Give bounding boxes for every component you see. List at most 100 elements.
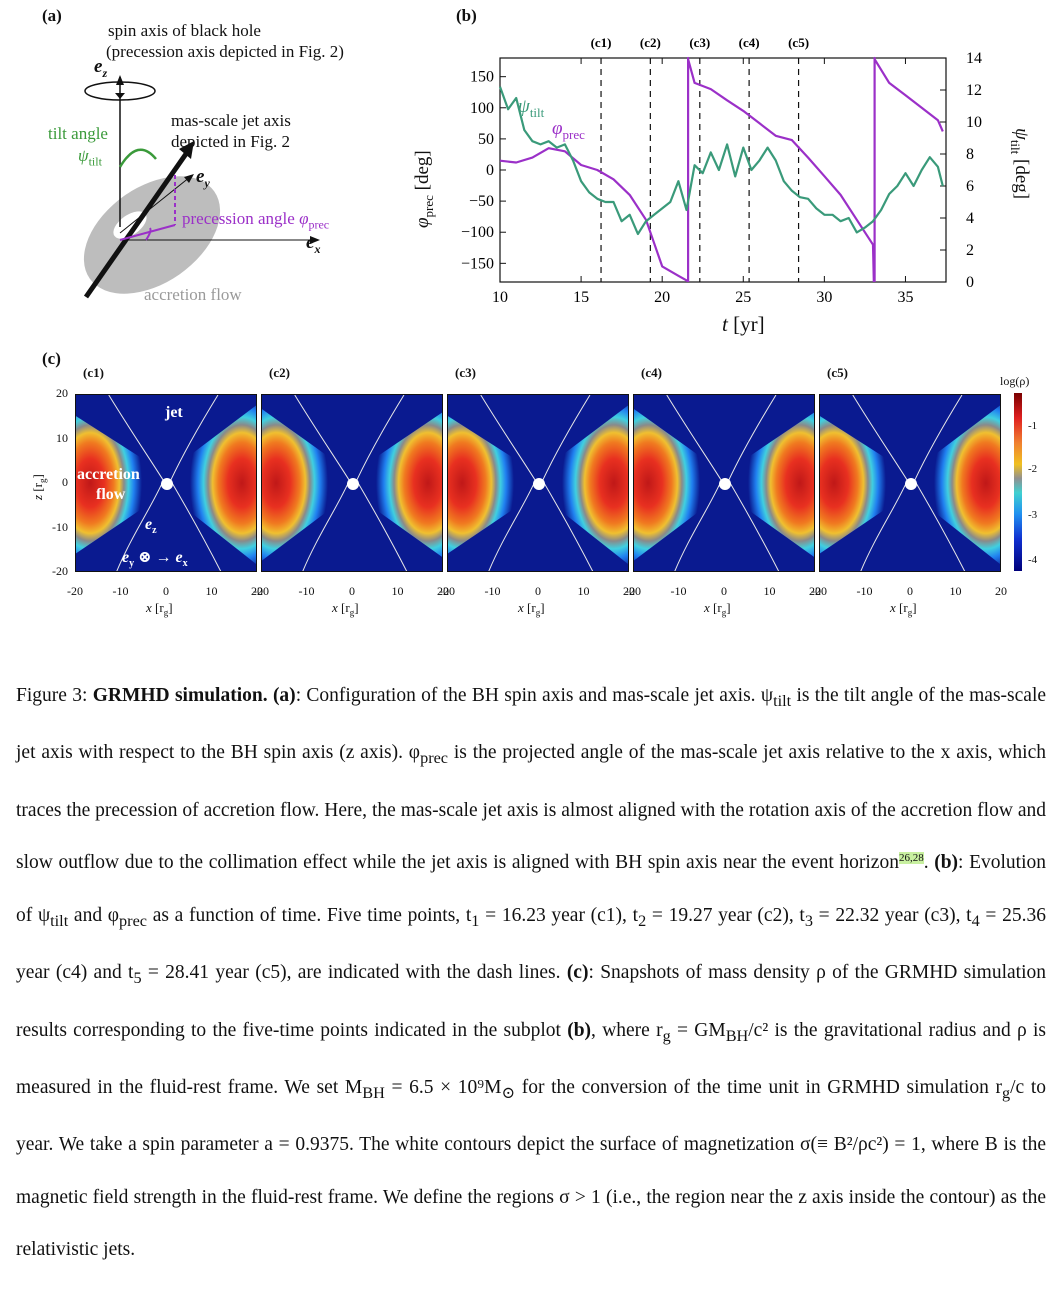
ex-letter: e: [306, 232, 315, 253]
x-tick-label: 30: [816, 289, 832, 306]
ylabel-right-sub: tilt: [1008, 139, 1024, 155]
caption-ref-1[interactable]: 26: [898, 851, 910, 864]
sigma-contour: [852, 395, 966, 571]
snapshot-panel: [261, 394, 443, 572]
snapshot-panel: [633, 394, 815, 572]
ey-axis-line: [119, 176, 191, 234]
caption-text-7: as a function of time. Five time points,…: [147, 904, 472, 926]
ex-arrowhead: [310, 236, 320, 244]
time-marker-label: (c4): [739, 35, 760, 50]
snapshot-x-tick-label: 20: [995, 584, 1007, 598]
snapshot-y-tick-label: -20: [52, 564, 68, 578]
snapshot-panel: [819, 394, 1001, 572]
ylabel-left-sub: prec: [420, 195, 436, 218]
caption-title: GRMHD simulation.: [92, 685, 268, 706]
caption-sub-15: BH: [725, 1026, 749, 1045]
jet-axis-line: [83, 149, 191, 299]
caption-sub-11: 5: [133, 969, 142, 988]
ez-letter: e: [94, 56, 103, 77]
snapshot-x-tick-label: 0: [349, 584, 355, 598]
x-axis-label: t [yr]: [722, 312, 765, 337]
caption-ref-2[interactable]: 28: [912, 851, 924, 864]
spin-axis-subtext: (precession axis depicted in Fig. 2): [106, 42, 344, 61]
caption-text-10: = 22.32 year (c3), t: [812, 904, 972, 926]
tilt-sub: tilt: [88, 154, 102, 169]
y-left-tick-label: −150: [461, 255, 494, 272]
snapshot-axes-label: ey ⊗ → ex: [122, 549, 188, 570]
snapshot-x-tick-label: -10: [484, 584, 501, 598]
caption-sub-1: tilt: [773, 691, 792, 710]
snapshot-x-tick-label: -20: [67, 584, 83, 598]
time-marker-label: (c3): [689, 35, 710, 50]
y-left-tick-label: 100: [470, 100, 494, 117]
legend-tilt-symbol: ψ: [518, 96, 530, 117]
caption-text-9: = 19.27 year (c2), t: [646, 904, 805, 926]
y-right-tick-label: 0: [966, 274, 974, 291]
snapshot-y-tick-label: 10: [56, 430, 68, 445]
snapshot-x-tick-label: 10: [763, 584, 776, 598]
caption-text-16: /c² is the gravitational radius and ρ is…: [16, 1019, 1047, 1098]
ex-label: ex: [306, 232, 320, 257]
snapshot-x-axis-label: x [rg]: [890, 600, 917, 618]
caption-text-13: : Snapshots of mass density ρ of the GRM…: [16, 962, 1047, 1041]
snapshot-x-tick-label: -10: [856, 584, 873, 598]
jet-axis-subtext: depicted in Fig. 2: [171, 132, 290, 151]
figure-caption: Figure 3: GRMHD simulation. (a): Configu…: [16, 685, 1047, 1261]
legend-tilt-sub: tilt: [529, 104, 545, 120]
sigma-contour: [666, 395, 780, 571]
zlabel-unit: [r: [30, 483, 45, 492]
y-right-tick-label: 2: [966, 242, 974, 259]
snapshot-x-axis-label: x [rg]: [518, 600, 545, 618]
accretion-flow-label: accretion flow: [144, 285, 242, 304]
spin-axis-text: spin axis of black hole: [108, 21, 261, 40]
colorbar-tick-3: -3: [1028, 509, 1038, 521]
snapshot-label: (c5): [827, 365, 848, 380]
caption-sub-18: g: [1002, 1083, 1011, 1102]
zlabel-sub: g: [37, 478, 48, 484]
colorbar-title: log(ρ): [1000, 374, 1030, 388]
y-right-tick-label: 10: [966, 114, 982, 131]
x-tick-label: 15: [573, 289, 589, 306]
sigma-contour: [480, 395, 594, 571]
y-right-tick-label: 6: [966, 178, 974, 195]
y-right-tick-label: 4: [966, 210, 974, 227]
caption-sub-8: 2: [638, 911, 647, 930]
snapshot-x-tick-label: 0: [721, 584, 727, 598]
y-left-tick-label: 150: [470, 69, 494, 86]
spin-arrowhead: [116, 75, 124, 85]
caption-sub-9: 3: [804, 911, 813, 930]
accretion-disk: [83, 176, 221, 294]
snapshot-panel: [447, 394, 629, 572]
y-left-tick-label: −50: [469, 193, 494, 210]
y-right-tick-label: 12: [966, 82, 982, 99]
snapshot-x-tick-label: 10: [577, 584, 590, 598]
caption-sub-10: 4: [971, 911, 980, 930]
caption-text-6: and φ: [68, 904, 120, 926]
x-tick-label: 35: [897, 289, 913, 306]
colorbar-tick-1: -1: [1028, 420, 1038, 432]
time-marker-label: (c5): [788, 35, 809, 50]
colorbar-tick-4: -4: [1028, 554, 1038, 566]
ey-label: ey: [196, 166, 210, 191]
tilt-symbol: ψ: [78, 146, 89, 165]
sigma-contour: [294, 395, 408, 571]
caption-c-label: (c): [566, 962, 589, 984]
y-left-tick-label: 0: [486, 162, 494, 179]
ylabel-right-symbol: ψ: [1011, 128, 1032, 140]
legend-prec-sub: prec: [562, 126, 585, 142]
snapshot-x-tick-label: 0: [163, 584, 169, 598]
flow-label: flow: [96, 486, 126, 503]
ylabel-left-symbol: φ: [412, 217, 433, 228]
y-right-tick-label: 14: [966, 50, 982, 67]
prec-series-line: [499, 56, 944, 282]
snapshot-x-tick-label: -10: [670, 584, 687, 598]
caption-text-1: : Configuration of the BH spin axis and …: [295, 685, 774, 706]
caption-sub-16: BH: [362, 1083, 385, 1102]
caption-sub-2: prec: [420, 749, 449, 768]
snapshot-x-tick-label: -20: [439, 584, 455, 598]
caption-text-11: = 25.36 year (c4) and t: [16, 904, 1046, 984]
jet-axis-text: mas-scale jet axis: [171, 111, 291, 130]
snapshot-x-axis-label: x [rg]: [146, 600, 173, 618]
snapshot-x-tick-label: 10: [205, 584, 218, 598]
caption-text-8: = 16.23 year (c1), t: [479, 904, 639, 926]
